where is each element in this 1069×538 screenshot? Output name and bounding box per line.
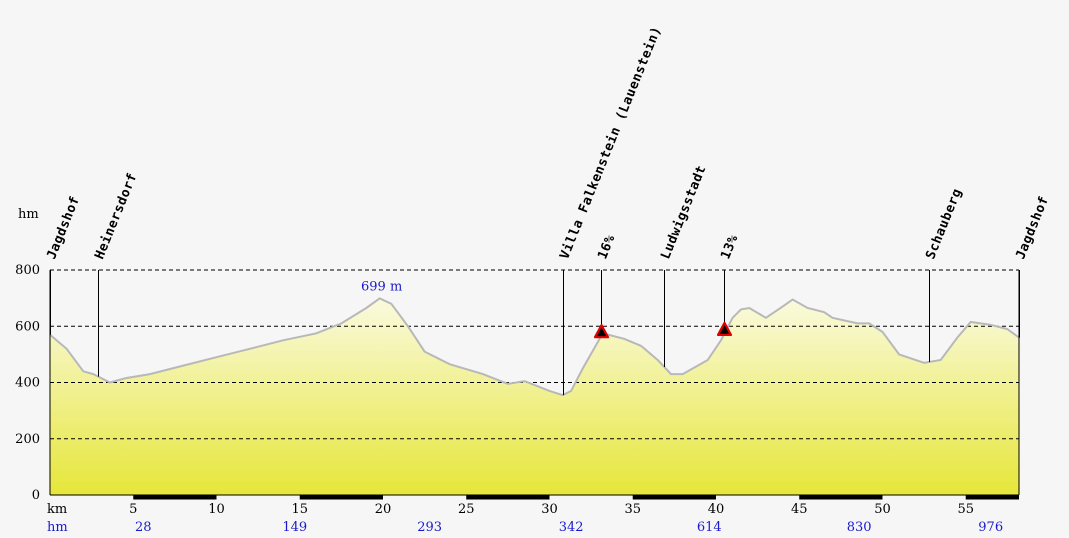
x-tick-label: 55 [957,502,974,517]
waypoint-label: Schauberg [923,186,965,261]
x-tick-label: 15 [291,502,308,517]
climb-value-label: 614 [697,520,722,535]
x-axis-unit-label: km [47,502,67,517]
km-band-segment [632,495,716,500]
y-tick-label: 0 [32,488,40,503]
waypoint-label: Heinersdorf [92,171,140,262]
climb-value-label: 830 [847,520,872,535]
y-tick-label: 800 [15,263,40,278]
x-tick-label: 35 [624,502,641,517]
waypoint-label: Villa Falkenstein (Lauenstein) [557,24,664,261]
climb-value-label: 149 [282,520,307,535]
x-tick-label: 30 [541,502,558,517]
km-band-segment [799,495,883,500]
elevation-line [49,297,1020,397]
y-tick-label: 600 [15,319,40,334]
x-tick-label: 10 [208,502,225,517]
km-band-segment [299,495,383,500]
gradient-label: 13% [718,233,741,262]
climb-value-label: 342 [559,520,584,535]
y-tick-label: 200 [15,432,40,447]
climb-value-label: 293 [417,520,442,535]
y-tick-label: 400 [15,376,40,391]
x-tick-label: 40 [708,502,725,517]
waypoint-label: Ludwigsstadt [658,163,709,261]
waypoint-label: Jagdshof [1013,194,1052,261]
elevation-area [50,298,1019,495]
gradient-warning-icon [716,321,733,336]
max-elevation-label: 699 m [361,279,402,294]
climb-value-label: 976 [978,520,1003,535]
gradient-warning-icon [593,324,610,339]
waypoint-label: Jagdshof [44,194,83,261]
km-band-segment [133,495,217,500]
x-tick-label: 20 [375,502,392,517]
x-tick-label: 45 [791,502,808,517]
x-tick-label: 50 [874,502,891,517]
climb-unit-label: hm [47,520,68,535]
y-axis-unit-label: hm [18,207,39,222]
x-tick-label: 25 [458,502,475,517]
gradient-label: 16% [595,233,618,262]
x-tick-label: 5 [129,502,137,517]
climb-value-label: 28 [135,520,152,535]
km-band-segment [466,495,550,500]
km-band-segment [965,495,1019,500]
